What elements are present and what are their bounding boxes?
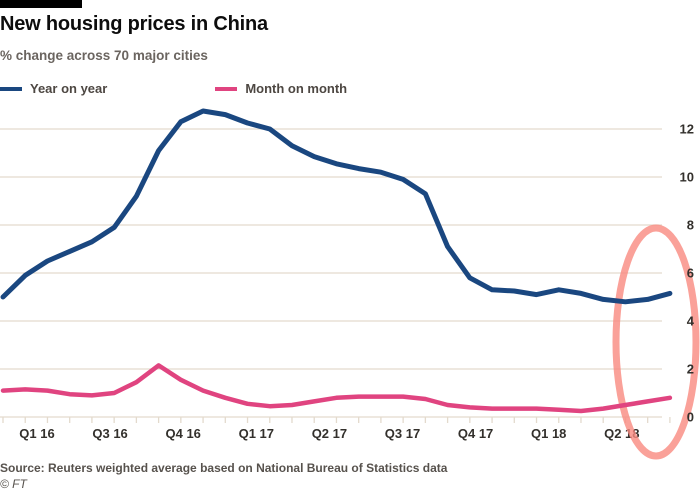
y-axis-labels: 0 2 4 6 8 10 12 <box>680 122 695 425</box>
highlight-ellipse <box>612 224 700 460</box>
x-axis-labels: Q1 16 Q3 16 Q4 16 Q1 17 Q2 17 Q3 17 Q4 17 Q1 18… <box>19 426 639 441</box>
x-axis-label: Q3 16 <box>92 426 127 441</box>
ft-credit: © FT <box>0 477 27 491</box>
chart-legend: Year on year Month on month <box>0 81 347 96</box>
mom-line-swatch <box>215 86 238 91</box>
y-axis-label: 12 <box>680 122 694 137</box>
legend-item-year-on-year: Year on year <box>0 81 107 96</box>
legend-label-mom: Month on month <box>245 81 348 96</box>
legend-label-yoy: Year on year <box>30 81 108 96</box>
x-axis-label: Q4 17 <box>458 426 493 441</box>
page-title: New housing prices in China <box>0 13 268 35</box>
y-axis-label: 0 <box>687 410 694 425</box>
yoy-line-swatch <box>0 86 22 91</box>
y-axis-label: 10 <box>680 170 694 185</box>
ft-top-bar <box>0 0 82 8</box>
legend-item-month-on-month: Month on month <box>215 81 347 96</box>
x-axis-ticks <box>2 417 671 423</box>
gridlines <box>0 128 662 418</box>
y-axis-label: 4 <box>687 314 695 329</box>
y-axis-label: 6 <box>687 266 694 281</box>
yoy-line <box>0 108 673 305</box>
x-axis-label: Q1 16 <box>19 426 54 441</box>
y-axis-label: 8 <box>687 218 694 233</box>
x-axis-label: Q3 17 <box>385 426 420 441</box>
x-axis-label: Q2 17 <box>312 426 347 441</box>
source-note: Source: Reuters weighted average based o… <box>0 461 448 475</box>
mom-line <box>0 363 673 414</box>
x-axis-label: Q1 18 <box>531 426 566 441</box>
x-axis-label: Q4 16 <box>165 426 200 441</box>
y-axis-label: 2 <box>687 362 694 377</box>
x-axis-label: Q1 17 <box>239 426 274 441</box>
chart-subtitle: % change across 70 major cities <box>0 48 208 63</box>
